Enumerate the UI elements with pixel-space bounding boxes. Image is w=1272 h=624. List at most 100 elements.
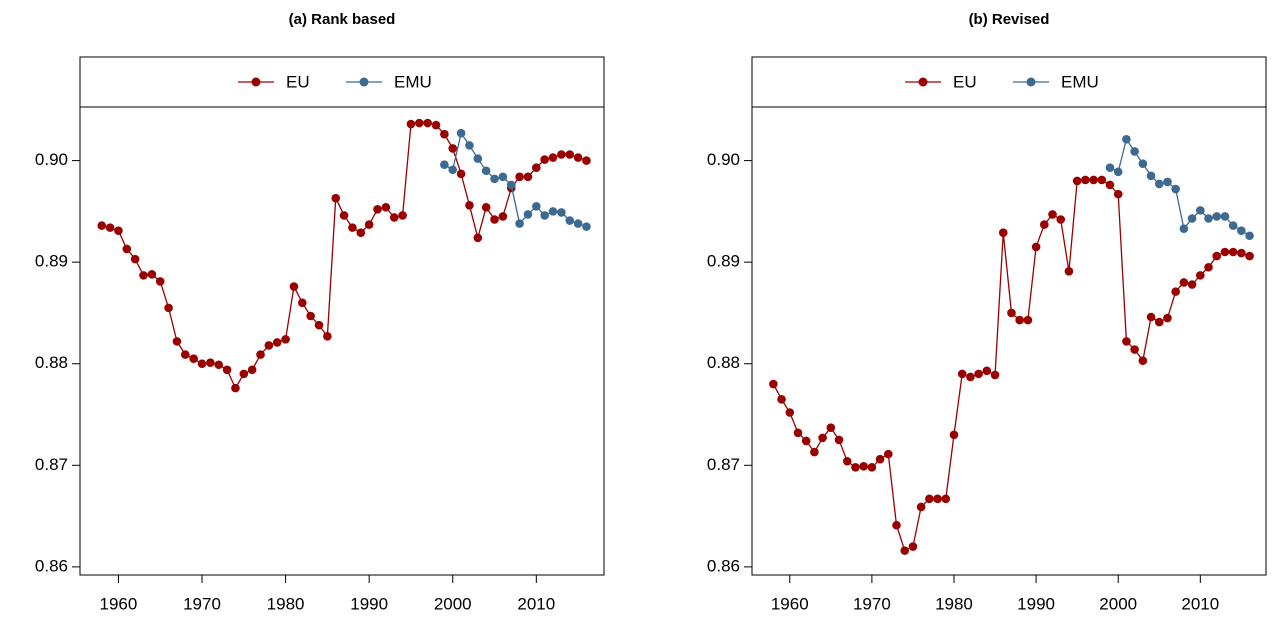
point	[515, 172, 524, 182]
point	[114, 226, 123, 235]
point	[933, 494, 942, 504]
point	[1154, 179, 1164, 189]
point	[506, 180, 516, 190]
point	[331, 193, 341, 203]
point	[818, 433, 827, 443]
point	[348, 223, 357, 232]
point	[1056, 215, 1066, 224]
point	[982, 366, 992, 376]
x-tick-label: 1990	[350, 594, 388, 613]
point	[916, 502, 926, 512]
point	[490, 174, 499, 184]
point	[339, 211, 349, 220]
point	[423, 118, 432, 128]
point	[1105, 180, 1115, 190]
point	[1163, 177, 1172, 187]
point	[582, 222, 591, 231]
point	[523, 172, 533, 182]
point	[189, 354, 198, 363]
point	[381, 203, 391, 212]
point	[197, 359, 207, 369]
legend-label: EMU	[1061, 72, 1099, 91]
point	[373, 205, 382, 214]
point	[548, 207, 558, 216]
point	[272, 338, 282, 347]
legend-marker	[251, 77, 261, 87]
x-tick-label: 1970	[853, 594, 891, 613]
point	[1187, 214, 1197, 223]
point	[1237, 248, 1246, 258]
point	[139, 271, 148, 280]
point	[130, 254, 140, 264]
point	[1015, 315, 1024, 325]
point	[1138, 159, 1148, 168]
point	[448, 165, 458, 175]
point	[415, 118, 424, 128]
point	[356, 228, 366, 238]
x-tick-label: 1980	[935, 594, 973, 613]
point	[785, 408, 795, 417]
point	[801, 436, 811, 446]
point	[498, 172, 508, 182]
y-tick-label: 0.88	[35, 353, 68, 372]
point	[573, 153, 583, 162]
x-tick-label: 1970	[183, 594, 221, 613]
point	[1179, 224, 1189, 233]
point	[206, 358, 215, 368]
x-tick-label: 2010	[517, 594, 555, 613]
point	[548, 153, 558, 162]
plot-box	[751, 56, 1267, 576]
point	[859, 462, 868, 471]
point	[298, 298, 307, 308]
point	[456, 128, 466, 138]
x-tick-label: 1990	[1017, 594, 1055, 613]
legend-marker	[918, 77, 928, 87]
point	[523, 210, 533, 219]
series-line	[1109, 137, 1250, 237]
point	[1064, 267, 1074, 276]
point	[264, 341, 274, 350]
point	[1179, 278, 1189, 287]
legend-marker	[359, 77, 369, 87]
y-tick-label: 0.90	[707, 150, 740, 169]
point	[481, 203, 491, 212]
point	[1237, 226, 1246, 235]
point	[1105, 163, 1115, 173]
point	[1171, 184, 1180, 194]
point	[957, 369, 967, 379]
point	[1031, 242, 1041, 252]
point	[473, 154, 483, 163]
legend-label: EMU	[394, 72, 432, 91]
point	[147, 270, 157, 279]
point	[222, 365, 232, 375]
point	[172, 337, 182, 346]
point	[540, 155, 549, 164]
point	[465, 200, 474, 210]
point	[122, 244, 132, 254]
point	[1228, 221, 1238, 230]
point	[181, 350, 190, 359]
point	[1245, 251, 1254, 261]
point	[440, 129, 449, 139]
x-tick-label: 2000	[434, 594, 472, 613]
point	[573, 219, 583, 228]
point	[247, 365, 257, 375]
legend-marker	[1026, 77, 1036, 87]
point	[306, 311, 315, 321]
point	[1196, 271, 1205, 280]
legend-label: EU	[286, 72, 310, 91]
point	[231, 383, 240, 393]
point	[1097, 175, 1107, 185]
point	[900, 546, 910, 555]
point	[164, 303, 173, 313]
point	[1138, 356, 1148, 365]
point	[1089, 175, 1098, 185]
point	[1212, 212, 1222, 221]
point	[908, 542, 918, 551]
point	[851, 463, 860, 472]
point	[1220, 212, 1230, 221]
point	[389, 213, 399, 222]
point	[1122, 337, 1131, 346]
point	[1212, 251, 1222, 261]
